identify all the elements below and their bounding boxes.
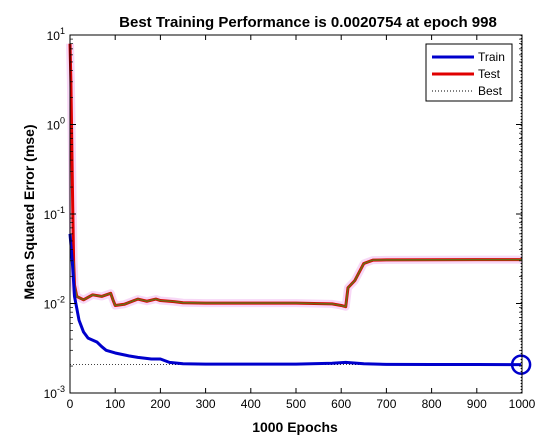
x-axis-label: 1000 Epochs (252, 419, 338, 435)
x-tick-label: 100 (105, 397, 125, 411)
x-tick-label: 300 (196, 397, 216, 411)
y-axis-label: Mean Squared Error (mse) (21, 124, 37, 299)
x-tick-label: 600 (331, 397, 351, 411)
legend: Train Test Best (425, 43, 513, 102)
y-tick-label: 101 (47, 26, 65, 43)
y-tick-label: 10-3 (44, 384, 65, 401)
legend-label-train: Train (478, 50, 505, 64)
x-tick-label: 200 (150, 397, 170, 411)
train-series-line (68, 233, 522, 367)
chart-title: Best Training Performance is 0.0020754 a… (119, 14, 497, 31)
x-tick-label: 800 (422, 397, 442, 411)
y-tick-label: 10-1 (44, 205, 65, 222)
y-tick-label: 10-2 (44, 295, 65, 312)
x-tick-label: 0 (67, 397, 74, 411)
axes: 0 100 200 300 400 500 600 700 800 900 1000 10-3 10-2… (44, 26, 536, 411)
x-tick-label: 500 (286, 397, 306, 411)
test-series-overlay (72, 258, 522, 308)
legend-label-best: Best (478, 84, 503, 98)
x-tick-label: 400 (241, 397, 261, 411)
x-tick-label: 900 (467, 397, 487, 411)
y-tick-label: 100 (47, 116, 65, 133)
best-epoch-marker (510, 354, 532, 375)
x-tick-label: 700 (376, 397, 396, 411)
x-tick-label: 1000 (509, 397, 536, 411)
legend-label-test: Test (478, 67, 501, 81)
